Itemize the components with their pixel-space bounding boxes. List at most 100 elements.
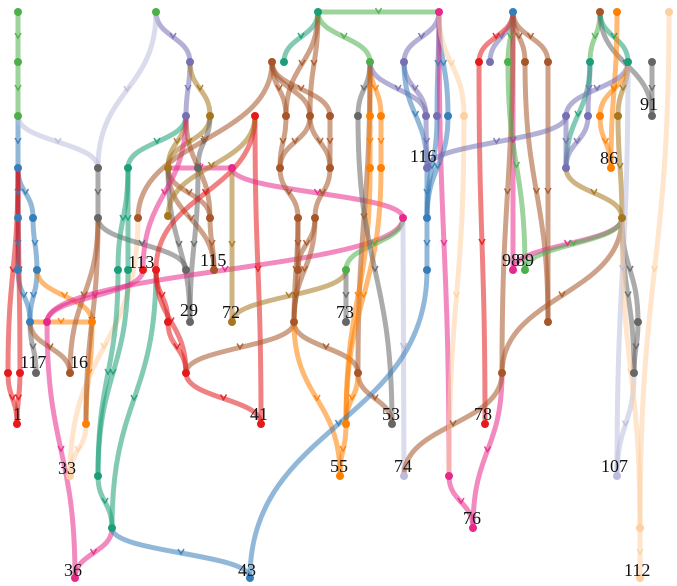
node-o5 (366, 164, 374, 172)
edge-arrow (417, 32, 426, 40)
edge-arrow (316, 137, 324, 145)
edge-arrow (219, 394, 228, 401)
edge-arrow (20, 291, 28, 299)
edge-arrow (449, 420, 457, 427)
edge-arrow (322, 343, 330, 350)
node-ol4 (614, 112, 622, 120)
edge-arrow (497, 32, 506, 40)
edge-arrow (254, 265, 262, 273)
node-gy9 (388, 420, 396, 428)
node-sl9 (584, 112, 592, 120)
edge-arrow (80, 291, 88, 298)
edge-arrow (558, 291, 566, 298)
edge-arrow (291, 137, 299, 145)
edge-arrow (302, 239, 311, 247)
node-g3 (14, 112, 22, 120)
node-br15 (354, 369, 362, 377)
edge-arrow (506, 32, 515, 40)
edge-arrow (313, 188, 322, 196)
node-br20 (596, 8, 604, 16)
edge-arrow (591, 32, 599, 40)
node-label: 112 (624, 560, 650, 580)
node-label: 43 (238, 560, 256, 580)
node-gr4 (342, 266, 350, 274)
node-label: 36 (64, 560, 82, 580)
node-gr2 (152, 8, 160, 16)
edge-arrow (173, 137, 181, 145)
edge-arrow (562, 137, 570, 145)
node-br8 (326, 112, 334, 120)
node-pk1 (71, 574, 79, 582)
edge-arrow (610, 84, 618, 92)
node-br19 (498, 369, 506, 377)
edge-arrow (14, 32, 22, 40)
node-sl6 (423, 164, 431, 172)
node-sl5 (433, 112, 441, 120)
edge-arrow (399, 342, 408, 350)
node-ol6 (164, 212, 172, 220)
edge-arrow (100, 342, 108, 350)
diagram-edges (5, 9, 672, 581)
node-label: 76 (463, 508, 481, 528)
node-b9 (423, 266, 431, 274)
node-gy3 (186, 318, 194, 326)
node-br13 (294, 266, 302, 274)
edge-arrow (57, 445, 65, 453)
edge-arrow (423, 239, 431, 247)
edge-arrow (334, 419, 343, 427)
edge-arrow (354, 291, 362, 299)
node-gy13 (630, 369, 638, 377)
node-label: 1 (13, 404, 22, 424)
edge-arrow (371, 265, 379, 273)
edge-arrow (423, 188, 431, 196)
node-gy5 (94, 214, 102, 222)
edge-arrow (54, 137, 62, 145)
node-b5 (33, 266, 41, 274)
edge-arrow (297, 84, 305, 92)
edge-arrow (119, 214, 127, 222)
node-r4 (139, 266, 147, 274)
node-r7 (182, 369, 190, 377)
edge-arrow (585, 84, 593, 92)
node-sl8 (562, 112, 570, 120)
edge-arrow (31, 239, 39, 247)
node-pe5 (636, 574, 644, 582)
node-label: 115 (200, 250, 226, 270)
node-tl4 (114, 266, 122, 274)
node-r9 (251, 112, 259, 120)
node-sl4 (422, 112, 430, 120)
node-label: 33 (58, 458, 76, 478)
edge-arrow (422, 137, 431, 145)
edge-arrow (29, 343, 37, 350)
diagram-nodes (4, 8, 673, 582)
node-br4 (134, 214, 142, 222)
edge-arrow (175, 240, 183, 248)
edge-arrow (228, 240, 236, 248)
edge-arrow (221, 265, 229, 273)
node-label: 117 (20, 352, 46, 372)
edge-arrow (294, 239, 302, 247)
edge-arrow (318, 188, 327, 196)
node-r6 (164, 318, 172, 326)
edge-arrow (366, 137, 374, 145)
edge-arrow (624, 291, 632, 298)
edge-arrow (439, 59, 448, 67)
node-br6 (282, 112, 290, 120)
node-r10 (475, 58, 483, 66)
edge-arrow (569, 239, 578, 247)
edge-arrow (360, 213, 368, 220)
edge-arrow (512, 161, 521, 169)
edge-arrow (8, 394, 17, 401)
edge-arrow (618, 264, 627, 272)
edge-arrow (21, 188, 30, 196)
node-ol2 (164, 164, 172, 172)
node-label: 53 (382, 404, 400, 424)
node-o8 (336, 472, 344, 480)
node-b10 (509, 8, 517, 16)
edge-arrow (374, 7, 383, 15)
node-br1 (66, 369, 74, 377)
edge-arrow (184, 84, 192, 92)
node-br12 (311, 214, 319, 222)
node-gy2 (194, 164, 202, 172)
edge-arrow (370, 239, 379, 247)
